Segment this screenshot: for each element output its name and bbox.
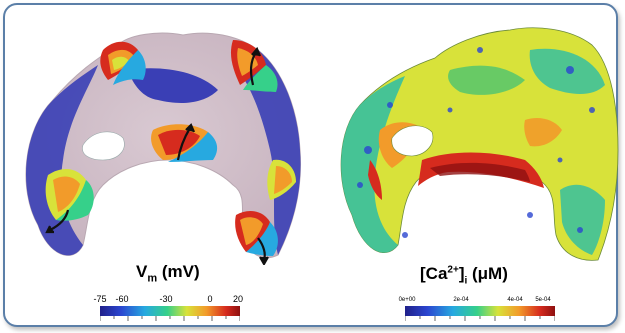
voltage-heart-model [25,32,302,265]
voltage-wavefront-left [45,168,94,221]
propagation-arrows [45,46,269,265]
voltage-tick: -30 [159,294,173,304]
calcium-tick: 5e-04 [535,297,551,303]
voltage-tick: 20 [232,294,244,304]
voltage-wavefront-bottom-right [235,210,278,256]
voltage-tick: 0 [207,294,213,304]
voltage-wavefront-center [151,124,218,162]
calcium-tick: 4e-04 [507,297,523,303]
calcium-heart-model [340,27,619,261]
calcium-tick: 0e+00 [398,297,416,303]
calcium-tick: 2e-04 [453,297,469,303]
voltage-tick: -60 [115,294,129,304]
calcium-colorbar [405,306,555,321]
voltage-wavefront-right-mid [267,159,296,200]
voltage-colorbar [100,306,240,321]
voltage-tick: -75 [93,294,107,304]
calcium-low-speckles [357,47,595,238]
voltage-label: Vm (mV) [136,262,200,285]
calcium-label: [Ca2+]i (μM) [420,264,508,287]
voltage-wavefront-top [100,41,146,85]
